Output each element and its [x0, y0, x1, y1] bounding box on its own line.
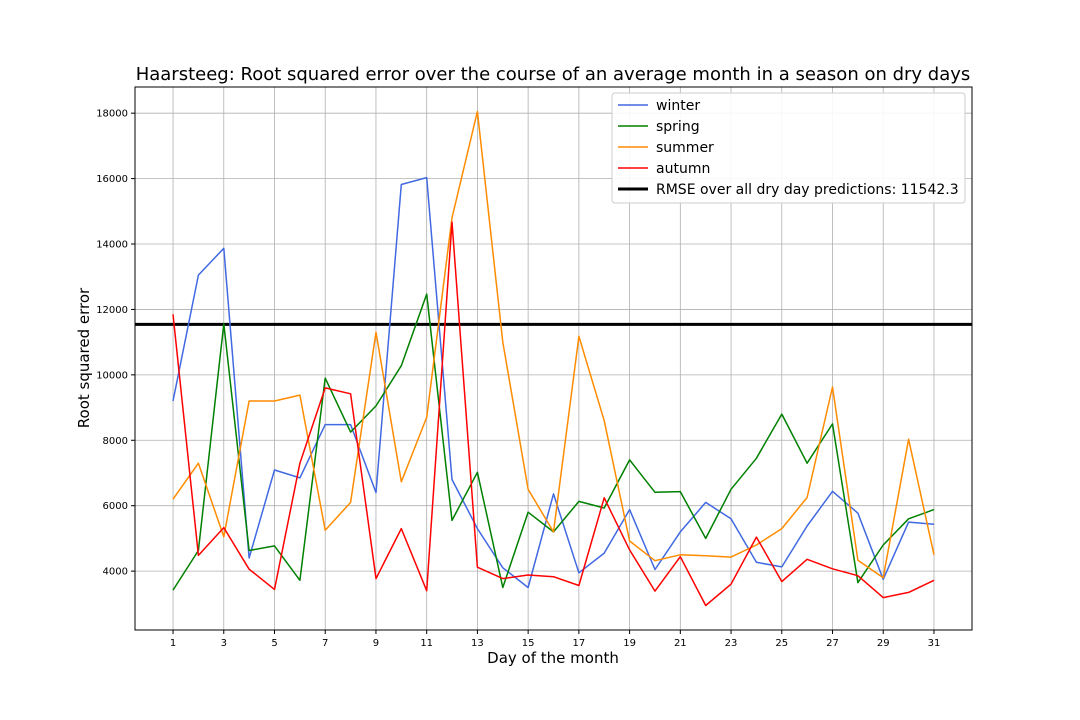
y-tick-label: 6000 [103, 501, 128, 512]
y-axis-label: Root squared error [75, 287, 93, 428]
x-tick-label: 13 [471, 638, 484, 649]
chart-title: Haarsteeg: Root squared error over the c… [136, 64, 971, 85]
x-axis-ticks: 1 3 5 7 9 11 13 15 17 19 21 23 25 27 29 31 [170, 630, 940, 649]
x-tick-label: 31 [928, 638, 941, 649]
legend-label-rmse: RMSE over all dry day predictions: 11542… [656, 182, 959, 198]
y-tick-label: 14000 [96, 240, 128, 251]
legend-box [611, 92, 966, 204]
x-tick-label: 29 [877, 638, 890, 649]
x-tick-label: 9 [373, 638, 379, 649]
x-axis-label: Day of the month [487, 649, 619, 667]
series-lines [172, 110, 935, 607]
x-tick-label: 25 [775, 638, 788, 649]
x-tick-label: 17 [572, 638, 585, 649]
y-tick-label: 16000 [96, 174, 128, 185]
legend-label-spring: spring [656, 119, 700, 135]
series-line-summer [172, 110, 935, 579]
x-tick-label: 23 [725, 638, 738, 649]
x-tick-label: 1 [170, 638, 176, 649]
x-tick-label: 19 [623, 638, 636, 649]
y-tick-label: 4000 [103, 567, 128, 578]
legend-label-summer: summer [656, 140, 714, 156]
y-tick-label: 10000 [96, 370, 128, 381]
x-tick-label: 15 [522, 638, 535, 649]
legend: winter spring summer autumn RMSE over all dr… [611, 92, 966, 204]
x-tick-label: 27 [826, 638, 839, 649]
y-axis-ticks: 4000 6000 8000 10000 12000 14000 16000 18000 [96, 109, 135, 578]
y-tick-label: 8000 [103, 436, 128, 447]
x-tick-label: 7 [322, 638, 328, 649]
x-tick-label: 3 [221, 638, 227, 649]
legend-label-autumn: autumn [656, 161, 710, 177]
x-tick-label: 21 [674, 638, 687, 649]
series-line-winter [172, 176, 935, 589]
series-line-autumn [172, 221, 935, 607]
x-tick-label: 5 [271, 638, 277, 649]
x-tick-label: 11 [420, 638, 433, 649]
y-tick-label: 12000 [96, 305, 128, 316]
legend-label-winter: winter [656, 98, 700, 114]
plot-frame [134, 86, 973, 631]
y-tick-label: 18000 [96, 109, 128, 120]
